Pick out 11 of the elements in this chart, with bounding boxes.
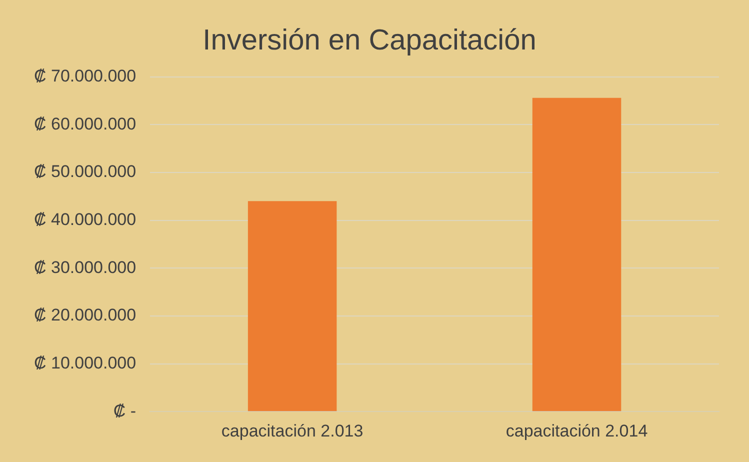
y-tick-label: ₡ 30.000.000 <box>34 258 136 277</box>
x-tick-label: capacitación 2.014 <box>506 421 648 440</box>
y-tick-label: ₡ 20.000.000 <box>34 306 136 325</box>
y-tick-label: ₡ 10.000.000 <box>34 353 136 372</box>
y-tick-label: ₡ - <box>113 401 136 420</box>
chart-title: Inversión en Capacitación <box>202 24 536 56</box>
y-tick-label: ₡ 60.000.000 <box>34 114 136 134</box>
y-tick-label: ₡ 50.000.000 <box>34 162 136 182</box>
y-tick-label: ₡ 40.000.000 <box>34 210 136 229</box>
x-tick-label: capacitación 2.013 <box>221 421 364 440</box>
y-tick-label: ₡ 70.000.000 <box>34 66 136 86</box>
